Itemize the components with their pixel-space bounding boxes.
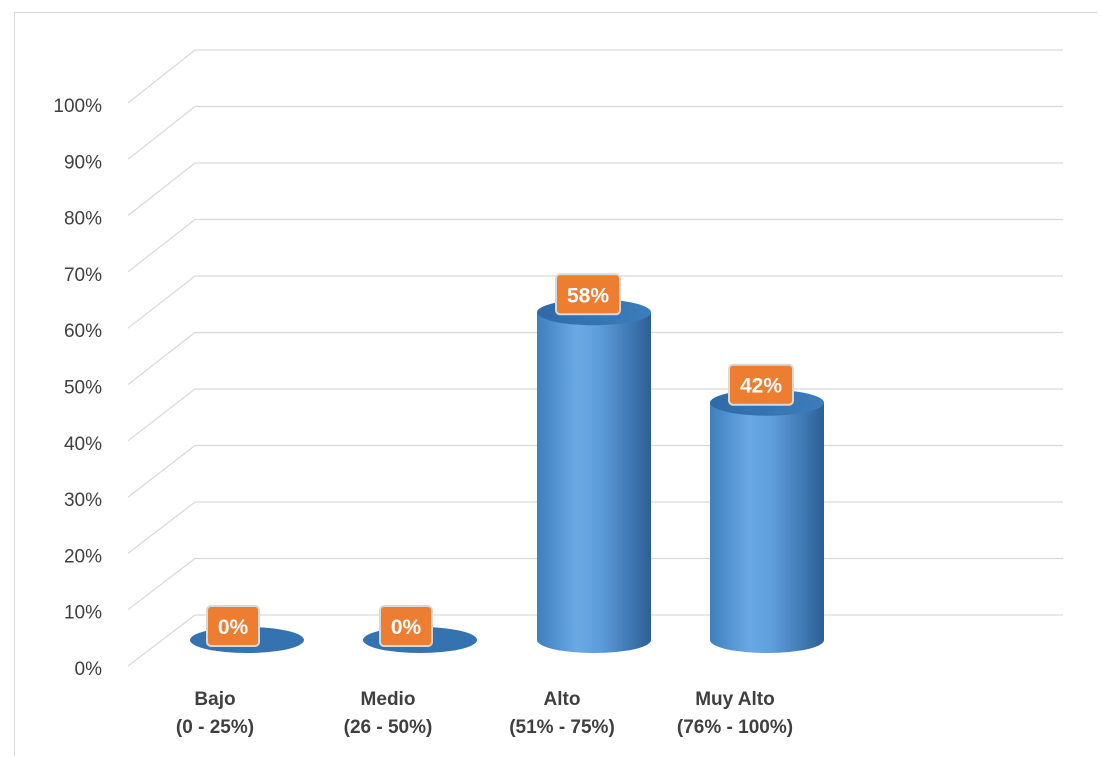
y-tick-label: 10%	[64, 603, 102, 624]
x-category-label-line: Alto	[544, 689, 581, 710]
gridline-depth	[127, 275, 196, 329]
data-label: 58%	[555, 273, 621, 316]
gridline-depth	[127, 501, 196, 554]
data-labels: 0% 0% 58% 42%	[206, 273, 794, 647]
x-category-label: Alto (51% - 75%)	[509, 689, 615, 738]
data-label-background	[555, 273, 621, 316]
y-tick-label: 50%	[64, 378, 102, 399]
y-tick-label: 80%	[64, 209, 102, 230]
gridline-depth	[127, 614, 196, 667]
data-label-text: 0%	[391, 616, 422, 639]
data-label-text: 58%	[567, 284, 609, 307]
gridline-depth	[127, 162, 196, 217]
x-category-label: Bajo (0 - 25%)	[176, 689, 254, 738]
gridline-depth	[127, 558, 196, 611]
y-tick-label: 60%	[64, 321, 102, 342]
x-category-label-line: Muy Alto	[695, 689, 775, 710]
x-category-label-line: (26 - 50%)	[344, 717, 433, 738]
data-label: 0%	[206, 605, 260, 647]
gridline-depth	[127, 219, 196, 273]
data-label-text: 42%	[740, 375, 782, 398]
y-tick-label: 0%	[75, 659, 103, 680]
chart-frame	[14, 12, 1098, 756]
y-tick-label: 20%	[64, 546, 102, 567]
gridline-depth	[127, 388, 196, 442]
x-category-label: Muy Alto (76% - 100%)	[677, 689, 793, 738]
data-label-background	[379, 605, 433, 647]
gridline-depth	[127, 445, 196, 498]
y-tick-label: 90%	[64, 152, 102, 173]
x-category-label-line: Bajo	[194, 689, 235, 710]
y-tick-label: 30%	[64, 490, 102, 511]
bar-cylinder	[537, 312, 651, 653]
data-label-background	[728, 363, 794, 406]
gridline-depth	[127, 49, 196, 104]
x-category-label-line: Medio	[361, 689, 416, 710]
y-tick-label: 70%	[64, 265, 102, 286]
y-axis-tick-labels: 0% 10% 20% 30% 40% 50% 60% 70% 80% 90% 100%	[53, 96, 102, 680]
gridline-depth	[127, 332, 196, 385]
data-label: 42%	[728, 363, 794, 406]
bars	[190, 299, 824, 653]
data-label-text: 0%	[218, 616, 249, 639]
data-label: 0%	[379, 605, 433, 647]
data-label-background	[206, 605, 260, 647]
y-tick-label: 40%	[64, 434, 102, 455]
x-axis-category-labels: Bajo (0 - 25%) Medio (26 - 50%) Alto (51% - 7…	[176, 689, 793, 738]
gridline-depth	[127, 106, 196, 160]
x-category-label-line: (51% - 75%)	[509, 717, 615, 738]
x-category-label-line: (0 - 25%)	[176, 717, 254, 738]
bar-cylinder	[710, 402, 824, 653]
x-category-label: Medio (26 - 50%)	[344, 689, 433, 738]
x-category-label-line: (76% - 100%)	[677, 717, 793, 738]
y-tick-label: 100%	[53, 96, 102, 117]
